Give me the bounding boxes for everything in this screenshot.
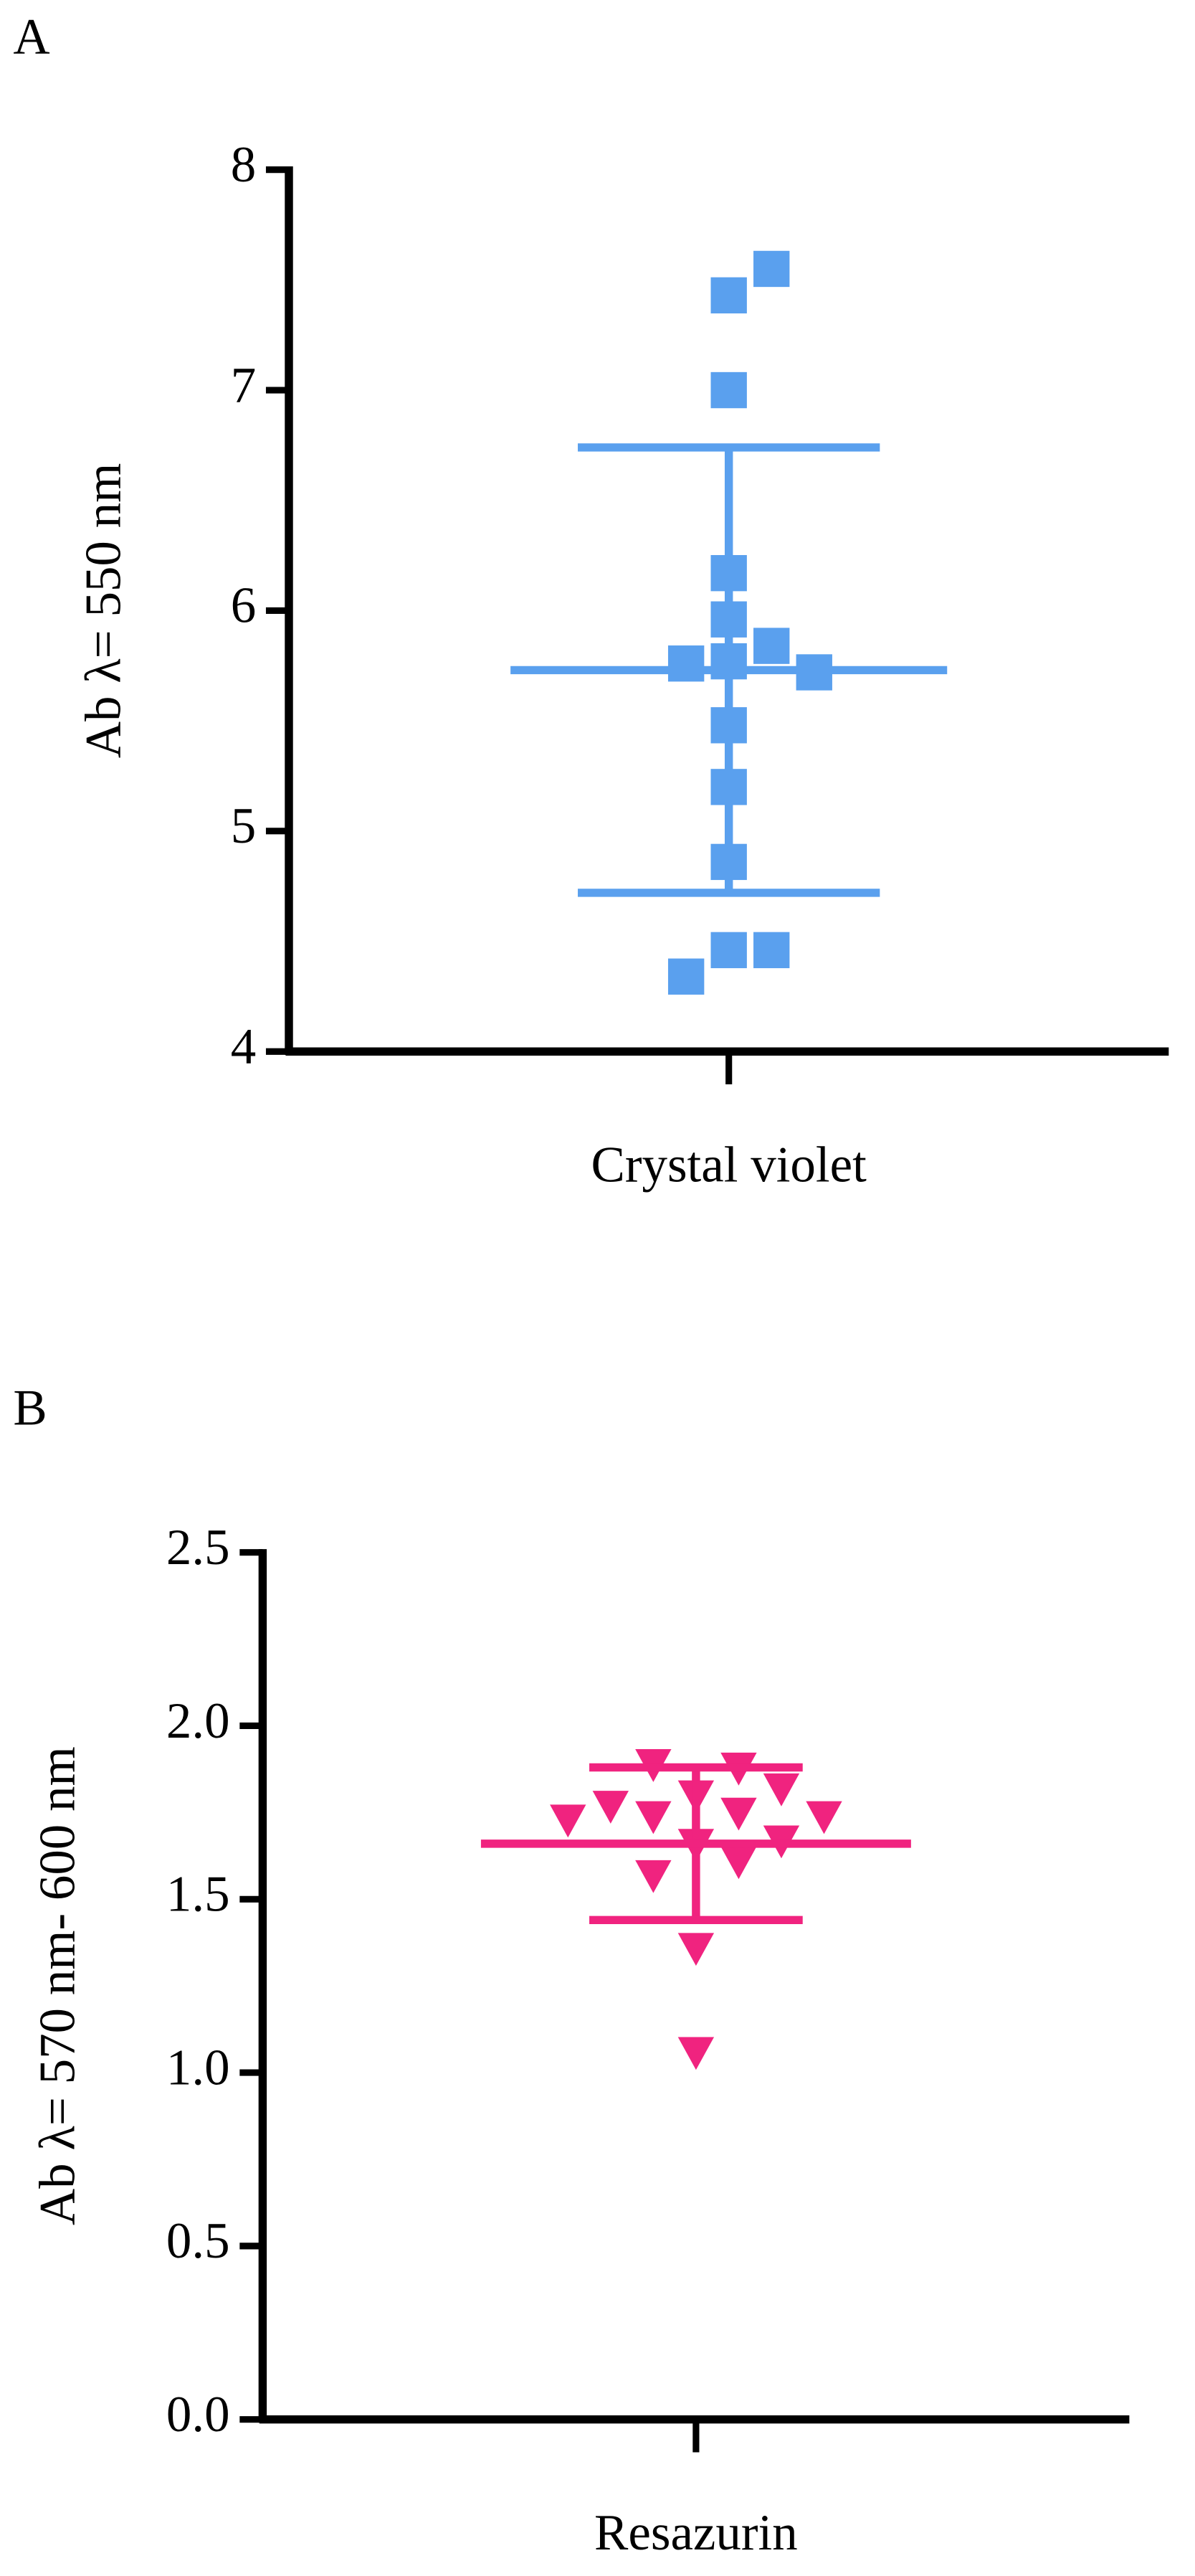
panel-label: B [13, 1380, 47, 1436]
y-tick-label: 2.5 [166, 1520, 230, 1576]
y-tick-label: 7 [231, 357, 256, 413]
data-point [753, 932, 790, 969]
data-point [753, 628, 790, 664]
y-tick-label: 1.0 [166, 2040, 230, 2096]
data-point [806, 1801, 842, 1834]
y-tick-label: 4 [231, 1019, 256, 1075]
data-point [710, 277, 747, 314]
data-point [710, 371, 747, 409]
y-tick-label: 6 [231, 578, 256, 634]
data-point [635, 1860, 672, 1893]
y-tick-label: 1.5 [166, 1867, 230, 1923]
y-tick-label: 8 [231, 137, 256, 193]
y-axis-title: Ab λ= 550 nm [75, 463, 131, 759]
x-category-label: Resazurin [594, 2505, 798, 2561]
x-category-label: Crystal violet [591, 1137, 867, 1193]
data-point [550, 1804, 586, 1838]
y-axis-title: Ab λ= 570 nm- 600 nm [29, 1746, 85, 2225]
data-point [720, 1846, 757, 1880]
y-tick-label: 0.5 [166, 2213, 230, 2269]
data-point [592, 1791, 629, 1824]
data-point [677, 2037, 715, 2070]
data-point [763, 1773, 800, 1806]
panel-label: A [13, 9, 49, 65]
data-point [753, 250, 790, 288]
data-point [667, 958, 705, 995]
y-tick-label: 5 [231, 798, 256, 854]
data-point [710, 932, 747, 969]
data-point [635, 1801, 672, 1834]
data-point [677, 1933, 715, 1966]
y-tick-label: 2.0 [166, 1693, 230, 1749]
y-tick-label: 0.0 [166, 2387, 230, 2443]
data-point [667, 645, 705, 682]
data-point [720, 1797, 757, 1831]
